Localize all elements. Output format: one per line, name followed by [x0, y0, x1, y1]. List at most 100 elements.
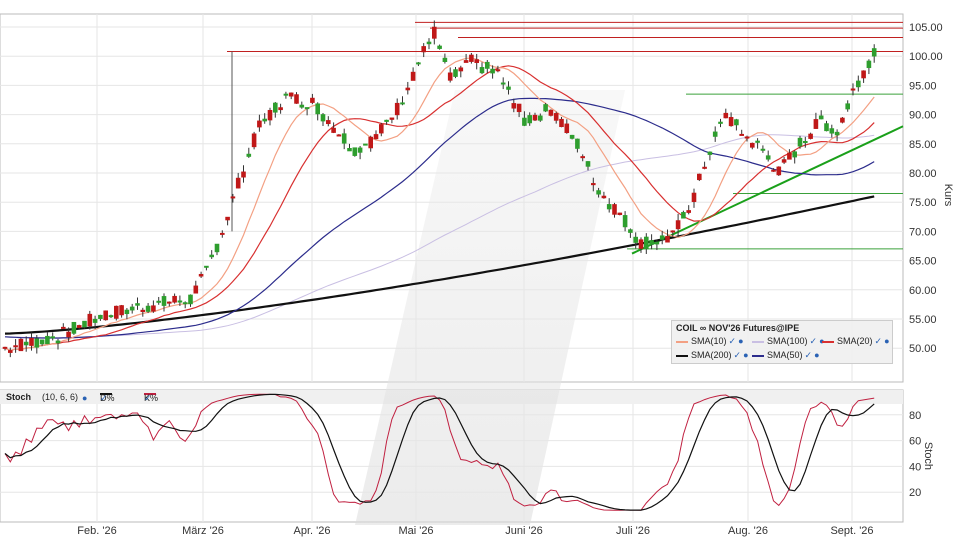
candle-body	[103, 310, 109, 321]
price-tick-label: 50.00	[909, 343, 937, 355]
candle-body	[516, 103, 522, 113]
candle-body	[644, 236, 649, 250]
candle-body	[622, 215, 628, 228]
candle-body	[193, 285, 199, 294]
x-tick-label: Juli '26	[616, 525, 650, 537]
stoch-legend: Stoch (10, 6, 6) ● D% ✓ K% ✓	[2, 391, 186, 404]
candle-body	[198, 273, 204, 277]
candle-body	[246, 153, 252, 157]
candle-body	[506, 86, 511, 90]
candle-body	[18, 338, 24, 352]
candle-body	[718, 121, 723, 124]
candle-body	[161, 296, 167, 306]
x-tick-label: Apr. '26	[294, 525, 331, 537]
candle-body	[416, 62, 421, 65]
candle-body	[288, 92, 294, 97]
stoch-tick-label: 60	[909, 436, 921, 448]
candle-body	[92, 318, 98, 323]
price-tick-label: 60.00	[909, 285, 937, 297]
candle-body	[357, 147, 363, 153]
legend-k-label: K%	[144, 393, 159, 403]
candle-body	[278, 107, 283, 111]
candle-body	[866, 60, 872, 69]
candle-body	[214, 243, 220, 253]
candle-body	[320, 114, 326, 122]
check-icon: ✓	[874, 336, 883, 346]
candle-body	[87, 313, 93, 327]
stoch-axis-label: Stoch	[922, 442, 934, 470]
candle-body	[824, 123, 829, 132]
candle-body	[665, 235, 670, 243]
candle-body	[829, 128, 835, 134]
candle-body	[649, 240, 654, 245]
candle-body	[13, 345, 18, 348]
candle-body	[336, 134, 342, 137]
candle-body	[591, 183, 596, 186]
price-levels	[227, 21, 904, 255]
settings-icon: ●	[743, 350, 749, 360]
legend-sma10-label: SMA(10)	[691, 336, 727, 346]
candle-body	[410, 71, 416, 81]
candle-body	[315, 103, 320, 115]
price-tick-label: 100.00	[909, 51, 943, 63]
price-tick-label: 75.00	[909, 197, 937, 209]
candle-body	[2, 346, 8, 349]
candle-body	[765, 155, 771, 160]
candle-body	[34, 338, 40, 348]
candle-body	[426, 41, 432, 45]
candle-body	[283, 93, 289, 96]
candle-body	[61, 326, 66, 329]
candle-body	[596, 190, 601, 195]
stoch-params: (10, 6, 6)	[42, 392, 79, 402]
settings-icon: ●	[738, 336, 744, 346]
candle-body	[538, 115, 543, 121]
candle-body	[585, 161, 591, 167]
candle-body	[66, 331, 71, 338]
candle-body	[787, 152, 792, 160]
check-icon: ✓	[728, 336, 737, 346]
candle-body	[140, 309, 146, 313]
candle-body	[808, 133, 813, 139]
candle-body	[495, 69, 501, 72]
candle-body	[638, 239, 644, 249]
candle-body	[39, 339, 45, 345]
x-tick-label: Aug. '26	[728, 525, 768, 537]
candle-body	[580, 156, 586, 159]
price-legend: COIL ∞ NOV'26 Futures@IPE SMA(10) ✓ ● SMA(…	[671, 320, 893, 364]
watermark-logo	[355, 90, 625, 525]
stoch-tick-label: 40	[909, 461, 921, 473]
x-tick-label: Feb. '26	[77, 525, 116, 537]
candle-body	[697, 173, 702, 181]
legend-sma20[interactable]: SMA(20) ✓ ●	[822, 336, 890, 347]
settings-icon: ●	[814, 350, 820, 360]
legend-sma50[interactable]: SMA(50) ✓ ●	[752, 350, 820, 361]
candle-body	[797, 137, 803, 147]
price-tick-label: 65.00	[909, 256, 937, 268]
legend-sma200[interactable]: SMA(200) ✓ ●	[676, 350, 749, 361]
price-tick-label: 85.00	[909, 139, 937, 151]
candle-body	[262, 118, 267, 122]
candle-body	[241, 171, 246, 178]
sma50-line	[4, 97, 875, 339]
axes: 50.00 55.00 60.00 65.00 70.00 75.00 80.00 85.00…	[77, 22, 954, 537]
candle-body	[871, 48, 877, 57]
legend-sma100[interactable]: SMA(100) ✓ ●	[752, 336, 825, 347]
candle-body	[548, 109, 554, 116]
candle-body	[304, 107, 310, 110]
candle-body	[675, 220, 681, 230]
candle-body	[575, 138, 580, 149]
candle-body	[447, 72, 453, 81]
candle-body	[840, 117, 845, 123]
candle-body	[145, 305, 151, 312]
candle-body	[856, 80, 861, 88]
candle-body	[341, 133, 347, 144]
candle-body	[686, 210, 692, 213]
legend-sma10[interactable]: SMA(10) ✓ ●	[676, 336, 744, 347]
sma200-line	[4, 195, 875, 335]
candle-body	[347, 148, 352, 152]
candle-body	[750, 142, 755, 148]
price-tick-label: 80.00	[909, 168, 937, 180]
candle-body	[691, 192, 697, 202]
candle-body	[559, 118, 564, 128]
candle-body	[612, 204, 617, 215]
